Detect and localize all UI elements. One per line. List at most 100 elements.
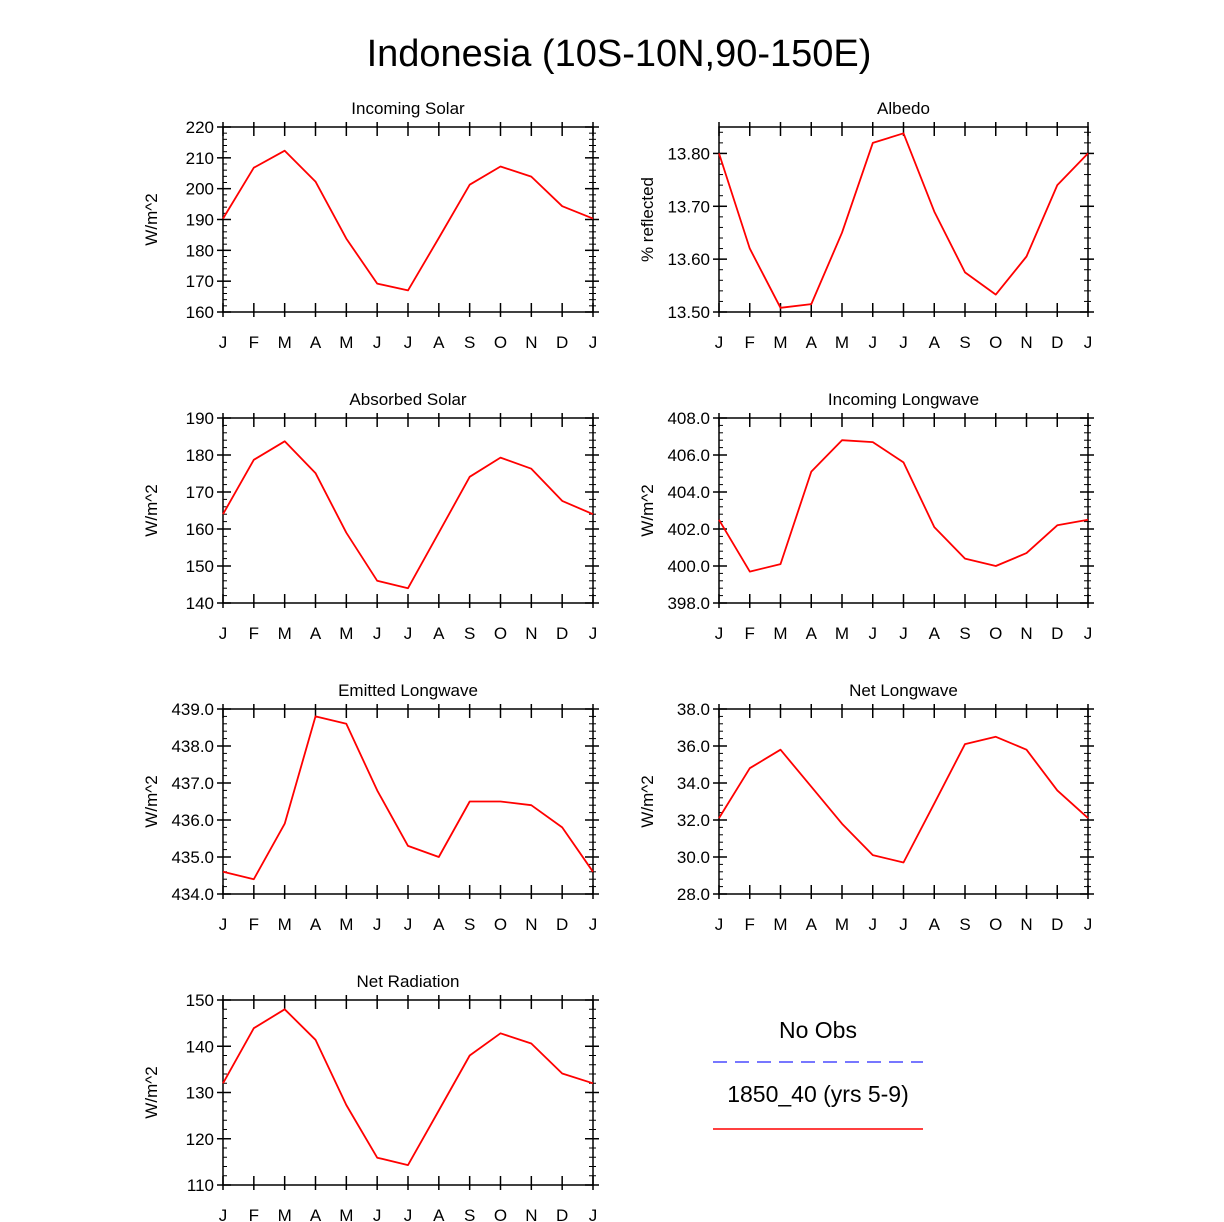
y-tick-label: 13.80 xyxy=(667,144,710,163)
y-tick-label: 190 xyxy=(186,409,214,428)
y-tick-label: 32.0 xyxy=(677,811,710,830)
y-tick-label: 439.0 xyxy=(171,700,214,719)
series-line xyxy=(222,1008,594,1166)
x-tick-label: S xyxy=(464,1206,475,1222)
x-tick-label: S xyxy=(959,333,970,352)
x-tick-label: J xyxy=(715,624,724,643)
legend: No Obs 1850_40 (yrs 5-9) xyxy=(713,1017,923,1130)
x-tick-label: D xyxy=(1051,915,1063,934)
y-tick-label: 150 xyxy=(186,991,214,1010)
y-tick-label: 30.0 xyxy=(677,848,710,867)
y-tick-label: 28.0 xyxy=(677,885,710,904)
x-tick-label: M xyxy=(339,624,353,643)
y-axis-label: W/m^2 xyxy=(142,484,161,536)
y-tick-label: 190 xyxy=(186,211,214,230)
x-tick-label: A xyxy=(310,1206,322,1222)
plot-frame xyxy=(222,999,594,1186)
x-tick-label: J xyxy=(589,915,598,934)
x-tick-label: J xyxy=(404,915,413,934)
x-tick-label: O xyxy=(494,333,507,352)
y-tick-label: 180 xyxy=(186,446,214,465)
x-tick-label: M xyxy=(835,915,849,934)
y-axis-label: W/m^2 xyxy=(638,775,657,827)
x-tick-label: F xyxy=(745,915,755,934)
x-tick-label: F xyxy=(745,333,755,352)
x-tick-label: O xyxy=(494,1206,507,1222)
x-tick-label: D xyxy=(556,915,568,934)
y-tick-label: 130 xyxy=(186,1084,214,1103)
series-line xyxy=(718,439,1089,573)
x-tick-label: N xyxy=(525,333,537,352)
x-tick-label: M xyxy=(835,624,849,643)
y-tick-label: 34.0 xyxy=(677,774,710,793)
x-tick-label: J xyxy=(404,1206,413,1222)
x-tick-label: S xyxy=(464,333,475,352)
y-tick-label: 120 xyxy=(186,1130,214,1149)
x-tick-label: N xyxy=(1020,915,1032,934)
chart-title: Emitted Longwave xyxy=(338,681,478,700)
y-tick-label: 170 xyxy=(186,483,214,502)
y-tick-label: 220 xyxy=(186,118,214,137)
y-tick-label: 36.0 xyxy=(677,737,710,756)
x-tick-label: O xyxy=(494,624,507,643)
legend-obs-label: No Obs xyxy=(779,1017,857,1043)
x-tick-label: J xyxy=(1084,624,1093,643)
plot-frame xyxy=(222,708,594,895)
x-tick-label: J xyxy=(869,333,878,352)
y-tick-label: 13.60 xyxy=(667,250,710,269)
x-tick-label: A xyxy=(929,333,941,352)
x-tick-label: J xyxy=(404,333,413,352)
x-tick-label: J xyxy=(219,915,228,934)
y-tick-label: 406.0 xyxy=(667,446,710,465)
y-tick-label: 408.0 xyxy=(667,409,710,428)
series-line xyxy=(718,735,1089,864)
x-tick-label: J xyxy=(373,915,382,934)
y-tick-label: 140 xyxy=(186,594,214,613)
x-tick-label: J xyxy=(589,624,598,643)
x-tick-label: A xyxy=(806,624,818,643)
y-axis-label: W/m^2 xyxy=(638,484,657,536)
x-tick-label: F xyxy=(249,1206,259,1222)
y-tick-label: 437.0 xyxy=(171,774,214,793)
x-tick-label: J xyxy=(899,915,908,934)
x-tick-label: A xyxy=(310,915,322,934)
y-tick-label: 434.0 xyxy=(171,885,214,904)
page-title: Indonesia (10S-10N,90-150E) xyxy=(367,33,872,75)
x-tick-label: J xyxy=(869,624,878,643)
x-tick-label: M xyxy=(278,624,292,643)
series-line xyxy=(222,715,594,881)
y-tick-label: 170 xyxy=(186,272,214,291)
series-line xyxy=(222,149,594,292)
x-tick-label: M xyxy=(835,333,849,352)
x-tick-label: N xyxy=(1020,333,1032,352)
plot-frame xyxy=(718,126,1089,313)
y-tick-label: 160 xyxy=(186,520,214,539)
x-tick-label: O xyxy=(989,333,1002,352)
x-tick-label: J xyxy=(589,1206,598,1222)
x-tick-label: A xyxy=(806,915,818,934)
y-tick-label: 110 xyxy=(187,1176,214,1195)
x-tick-label: A xyxy=(310,624,322,643)
x-tick-label: J xyxy=(219,333,228,352)
x-tick-label: A xyxy=(929,624,941,643)
x-tick-label: J xyxy=(899,624,908,643)
x-tick-label: F xyxy=(249,624,259,643)
x-tick-label: A xyxy=(433,1206,445,1222)
y-tick-label: 200 xyxy=(186,180,214,199)
x-tick-label: F xyxy=(249,333,259,352)
y-tick-label: 140 xyxy=(186,1037,214,1056)
x-tick-label: A xyxy=(433,333,445,352)
series-line xyxy=(222,440,594,590)
y-tick-label: 180 xyxy=(186,241,214,260)
x-tick-label: S xyxy=(959,624,970,643)
x-tick-label: M xyxy=(278,915,292,934)
y-axis-label: W/m^2 xyxy=(142,193,161,245)
x-tick-label: J xyxy=(404,624,413,643)
x-tick-label: O xyxy=(494,915,507,934)
y-tick-label: 435.0 xyxy=(171,848,214,867)
legend-model-label: 1850_40 (yrs 5-9) xyxy=(727,1081,909,1107)
x-tick-label: F xyxy=(745,624,755,643)
